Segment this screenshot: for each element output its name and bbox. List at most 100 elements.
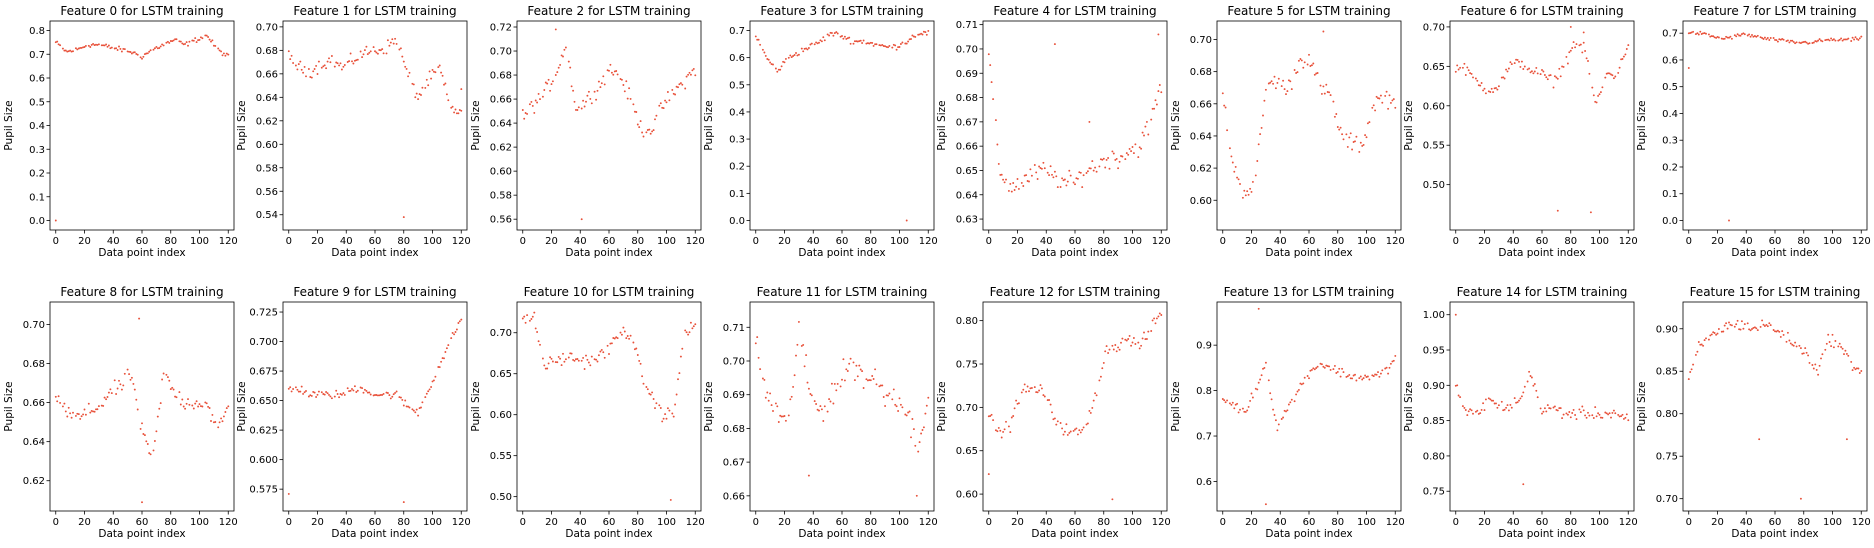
data-point [326, 60, 329, 63]
y-tick-label: 0.64 [956, 190, 978, 201]
data-point [1617, 413, 1620, 416]
data-point [1039, 167, 1042, 169]
data-point [1692, 30, 1695, 33]
data-point [61, 47, 64, 50]
data-point [1607, 413, 1610, 416]
data-point [537, 340, 540, 343]
data-point [199, 405, 202, 408]
data-point [352, 389, 355, 392]
data-point [569, 66, 572, 69]
data-point [1569, 49, 1572, 52]
data-point [881, 43, 884, 46]
data-point [846, 370, 849, 372]
data-point [1612, 409, 1615, 412]
y-tick-label: 0.60 [1423, 101, 1445, 112]
data-point [649, 393, 652, 396]
data-point [166, 376, 169, 379]
data-point [1333, 115, 1336, 118]
data-point [662, 417, 665, 420]
data-point [326, 392, 329, 395]
y-tick-label: 0.64 [490, 119, 512, 130]
data-point [1476, 79, 1479, 82]
data-point [1712, 35, 1715, 38]
data-point [849, 357, 852, 360]
data-point [1341, 133, 1344, 136]
data-point [539, 343, 541, 346]
data-point-outlier [987, 473, 990, 476]
data-point [1579, 43, 1582, 46]
x-axis-label: Data point index [565, 528, 652, 540]
data-point [1388, 94, 1391, 97]
y-tick-label: 0.60 [1190, 196, 1212, 207]
data-point [1016, 178, 1019, 180]
data-point [524, 112, 527, 114]
data-point [336, 393, 339, 395]
data-point [1533, 383, 1536, 385]
data-point [623, 330, 626, 333]
data-point [999, 173, 1002, 176]
data-point [855, 364, 858, 367]
data-point [1124, 158, 1127, 161]
x-tick-label: 40 [1274, 236, 1287, 247]
data-point [74, 414, 77, 417]
data-point [340, 68, 343, 71]
data-point [646, 129, 649, 131]
data-point [1233, 407, 1236, 410]
data-point [807, 47, 810, 49]
data-point [1818, 364, 1821, 367]
data-point [1604, 76, 1607, 79]
data-point [1815, 40, 1818, 43]
data-point [868, 42, 871, 45]
axes-frame [49, 20, 235, 231]
data-point [184, 407, 187, 410]
y-tick-label: 0.0 [729, 216, 745, 227]
data-point [1309, 369, 1312, 372]
data-point [1293, 69, 1296, 71]
data-point [191, 404, 194, 407]
data-point [1282, 416, 1285, 419]
data-point [1627, 44, 1630, 47]
subplot-feature-2: Feature 2 for LSTM training0.560.580.600… [470, 4, 705, 259]
data-points [987, 33, 1163, 193]
x-tick-label: 80 [631, 517, 644, 528]
data-point [927, 396, 930, 399]
data-point [599, 350, 602, 353]
data-point [188, 40, 191, 43]
data-point [639, 362, 642, 365]
data-point [677, 86, 679, 89]
data-point [1528, 370, 1531, 373]
axes-frame [282, 301, 468, 512]
data-point [925, 33, 928, 36]
x-tick-label: 120 [1852, 236, 1871, 247]
data-point [444, 351, 447, 353]
y-tick-label: 0.63 [956, 215, 978, 226]
data-point [434, 375, 437, 378]
data-point [1700, 33, 1703, 35]
x-tick-label: 120 [452, 236, 471, 247]
data-point-outlier [460, 88, 463, 91]
data-point-outlier [402, 501, 405, 504]
axes-frame [516, 20, 702, 231]
data-point [210, 420, 212, 422]
data-point [443, 357, 445, 360]
data-point [1505, 68, 1508, 71]
data-point [401, 398, 404, 401]
y-axis-label: Pupil Size [236, 100, 248, 150]
data-point [1141, 131, 1144, 134]
data-point [1134, 343, 1137, 345]
data-point [162, 372, 165, 375]
data-point [1236, 176, 1239, 179]
y-tick-label: 0.67 [723, 458, 745, 469]
data-point [1692, 363, 1695, 366]
data-point [1247, 405, 1250, 408]
data-point [608, 353, 610, 355]
data-point [533, 311, 536, 314]
y-tick-label: 0.85 [1423, 416, 1445, 427]
data-point [1009, 431, 1012, 434]
data-point [1584, 414, 1587, 417]
y-axis-label: Pupil Size [3, 381, 15, 431]
data-point [328, 393, 330, 396]
data-point [414, 411, 417, 414]
y-tick-label: 0.68 [490, 71, 512, 82]
data-point [1542, 410, 1545, 413]
